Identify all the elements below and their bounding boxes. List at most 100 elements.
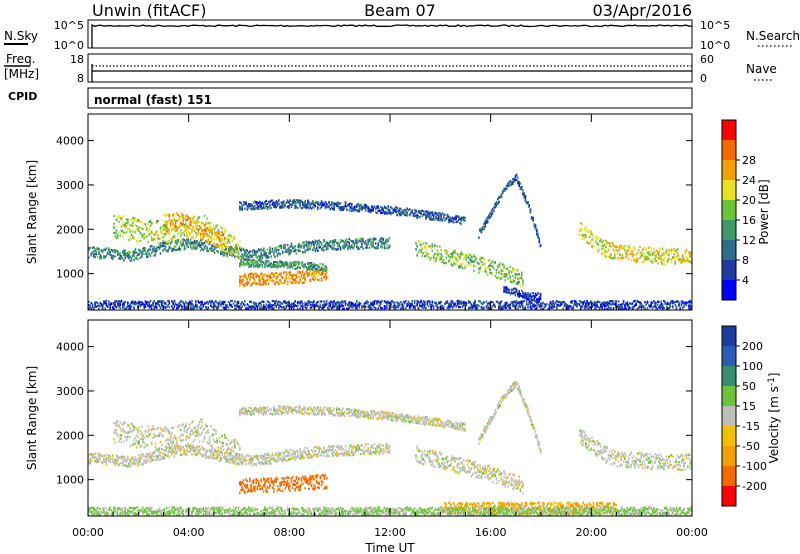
rti-cell: [417, 215, 420, 218]
rti-cell: [349, 202, 352, 205]
rti-cell: [279, 281, 281, 284]
rti-cell: [247, 256, 250, 259]
rti-cell: [183, 230, 186, 233]
rti-cell: [491, 272, 494, 276]
rti-cell: [591, 305, 593, 308]
rti-cell: [587, 242, 590, 245]
rti-cell: [621, 303, 624, 306]
rti-cell: [266, 260, 269, 263]
rti-cell: [157, 241, 159, 244]
rti-cell: [333, 239, 335, 242]
rti-cell: [168, 240, 171, 243]
rti-cell: [245, 202, 247, 206]
rti-cell: [486, 304, 489, 307]
rti-cell: [310, 273, 313, 276]
rti-cell: [163, 213, 166, 217]
rti-cell: [473, 265, 475, 268]
rti-cell: [167, 242, 169, 245]
rti-cell: [352, 302, 354, 305]
rti-cell: [205, 221, 207, 224]
rti-cell: [651, 261, 654, 264]
rti-cell: [234, 304, 236, 307]
rti-cell: [522, 307, 524, 310]
rti-cell: [298, 275, 300, 278]
rti-cell: [339, 238, 342, 242]
rti-cell: [470, 303, 473, 306]
rti-cell: [147, 241, 149, 244]
rti-cell: [304, 263, 306, 266]
rti-cell: [221, 227, 223, 230]
rti-cell: [278, 273, 280, 276]
rti-cell: [325, 248, 328, 251]
rti-cell: [173, 218, 176, 221]
rti-cell: [439, 216, 441, 219]
rti-cell: [456, 253, 459, 256]
rti-cell: [101, 249, 104, 252]
rti-cell: [461, 216, 464, 219]
rti-cell: [262, 248, 265, 251]
rti-cell: [234, 255, 236, 258]
rti-cell: [361, 205, 363, 208]
rti-cell: [288, 201, 290, 204]
rti-cell: [648, 254, 650, 257]
rti-cell: [294, 261, 296, 264]
rti-cell: [290, 276, 293, 279]
rti-cell: [484, 225, 486, 228]
rti-cell: [611, 244, 614, 247]
rti-cell: [174, 240, 177, 243]
rti-cell: [127, 301, 129, 304]
rti-cell: [536, 299, 538, 302]
rti-cell: [527, 303, 529, 306]
rti-cell: [271, 264, 274, 267]
rti-cell: [324, 304, 327, 307]
rti-cell: [278, 303, 280, 306]
rti-cell: [227, 245, 230, 248]
rti-cell: [245, 276, 247, 279]
rti-cell: [464, 303, 466, 306]
rti-cell: [226, 254, 228, 258]
rti-cell: [381, 246, 383, 249]
rti-cell: [256, 265, 259, 268]
rti-cell: [437, 306, 440, 309]
rti-cell: [569, 301, 572, 304]
rti-cell: [377, 307, 379, 310]
rti-cell: [133, 259, 135, 262]
rti-cell: [603, 248, 606, 251]
rti-cell: [459, 253, 461, 256]
rti-cell: [116, 236, 119, 239]
rti-cell: [668, 248, 670, 251]
rti-cell: [260, 301, 262, 304]
rti-cell: [198, 227, 201, 231]
rti-cell: [359, 240, 362, 243]
rti-cell: [201, 239, 203, 242]
rti-cell: [445, 217, 447, 220]
rti-cell: [113, 303, 115, 306]
rti-cell: [295, 280, 298, 283]
rti-cell: [508, 270, 510, 273]
rti-cell: [529, 297, 532, 300]
rti-cell: [507, 184, 509, 188]
rti-cell: [283, 263, 285, 266]
rti-cell: [145, 301, 148, 304]
rti-cell: [147, 250, 149, 253]
rti-cell: [397, 211, 400, 214]
rti-cell: [489, 213, 491, 216]
rti-cell: [111, 254, 114, 257]
rti-cell: [617, 307, 620, 310]
rti-cell: [193, 221, 196, 224]
rti-cell: [179, 224, 182, 227]
rti-cell: [201, 302, 203, 305]
rti-cell: [405, 214, 407, 217]
rti-cell: [183, 239, 186, 242]
rti-cell: [533, 295, 536, 298]
rti-cell: [328, 244, 330, 247]
rti-cell: [622, 307, 625, 310]
rti-cell: [427, 213, 430, 216]
rti-cell: [525, 298, 528, 301]
rti-cell: [586, 303, 588, 306]
rti-cell: [410, 211, 412, 214]
rti-cell: [285, 305, 288, 308]
rti-cell: [606, 251, 608, 254]
rti-cell: [182, 218, 184, 221]
rti-cell: [114, 250, 116, 253]
